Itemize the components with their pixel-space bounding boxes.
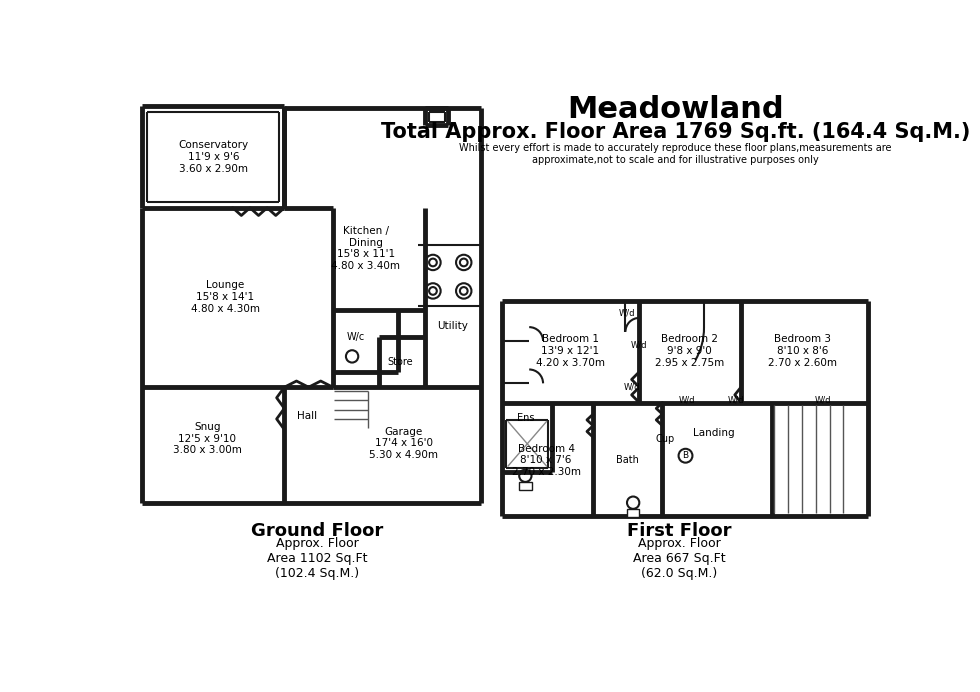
Text: W/d: W/d: [815, 396, 832, 405]
Text: Total Approx. Floor Area 1769 Sq.ft. (164.4 Sq.M.): Total Approx. Floor Area 1769 Sq.ft. (16…: [381, 122, 970, 142]
Text: Ground Floor: Ground Floor: [251, 522, 383, 540]
Text: Approx. Floor
Area 1102 Sq.Ft
(102.4 Sq.M.): Approx. Floor Area 1102 Sq.Ft (102.4 Sq.…: [268, 538, 368, 581]
Text: Bath: Bath: [615, 455, 638, 465]
Text: Bedroom 3
8'10 x 8'6
2.70 x 2.60m: Bedroom 3 8'10 x 8'6 2.70 x 2.60m: [768, 334, 837, 367]
Text: W/d: W/d: [679, 396, 695, 405]
Text: W/c: W/c: [347, 332, 366, 342]
Text: Approx. Floor
Area 667 Sq.Ft
(62.0 Sq.M.): Approx. Floor Area 667 Sq.Ft (62.0 Sq.M.…: [633, 538, 725, 581]
Bar: [627, 509, 639, 516]
Text: Garage
17'4 x 16'0
5.30 x 4.90m: Garage 17'4 x 16'0 5.30 x 4.90m: [369, 427, 438, 460]
Text: Bedroom 2
9'8 x 9'0
2.95 x 2.75m: Bedroom 2 9'8 x 9'0 2.95 x 2.75m: [655, 334, 724, 367]
Text: Cup: Cup: [656, 434, 675, 444]
Text: W/d: W/d: [624, 383, 641, 392]
Text: Kitchen /
Dining
15'8 x 11'1
4.80 x 3.40m: Kitchen / Dining 15'8 x 11'1 4.80 x 3.40…: [331, 226, 401, 271]
Text: B: B: [682, 451, 689, 460]
Text: Landing: Landing: [693, 428, 735, 439]
Text: Bedroom 4
8'10 x 7'6
2.70 x 2.30m: Bedroom 4 8'10 x 7'6 2.70 x 2.30m: [512, 444, 580, 477]
Text: Ens: Ens: [516, 413, 534, 423]
Text: W/d: W/d: [618, 308, 635, 317]
Text: Utility: Utility: [437, 320, 467, 331]
Text: Conservatory
11'9 x 9'6
3.60 x 2.90m: Conservatory 11'9 x 9'6 3.60 x 2.90m: [178, 140, 249, 174]
Text: Whilst every effort is made to accurately reproduce these floor plans,measuremen: Whilst every effort is made to accuratel…: [460, 143, 892, 165]
Text: W/d: W/d: [727, 396, 744, 405]
Bar: [142, 106, 284, 208]
Text: Bedroom 1
13'9 x 12'1
4.20 x 3.70m: Bedroom 1 13'9 x 12'1 4.20 x 3.70m: [535, 334, 605, 367]
Bar: [519, 482, 531, 490]
Text: First Floor: First Floor: [627, 522, 732, 540]
Text: Snug
12'5 x 9'10
3.80 x 3.00m: Snug 12'5 x 9'10 3.80 x 3.00m: [172, 422, 242, 455]
Text: Meadowland: Meadowland: [567, 95, 784, 125]
Text: Hall: Hall: [297, 410, 318, 421]
Text: Lounge
15'8 x 14'1
4.80 x 4.30m: Lounge 15'8 x 14'1 4.80 x 4.30m: [190, 280, 260, 313]
Text: W/d: W/d: [631, 340, 648, 349]
Text: Store: Store: [388, 357, 414, 367]
